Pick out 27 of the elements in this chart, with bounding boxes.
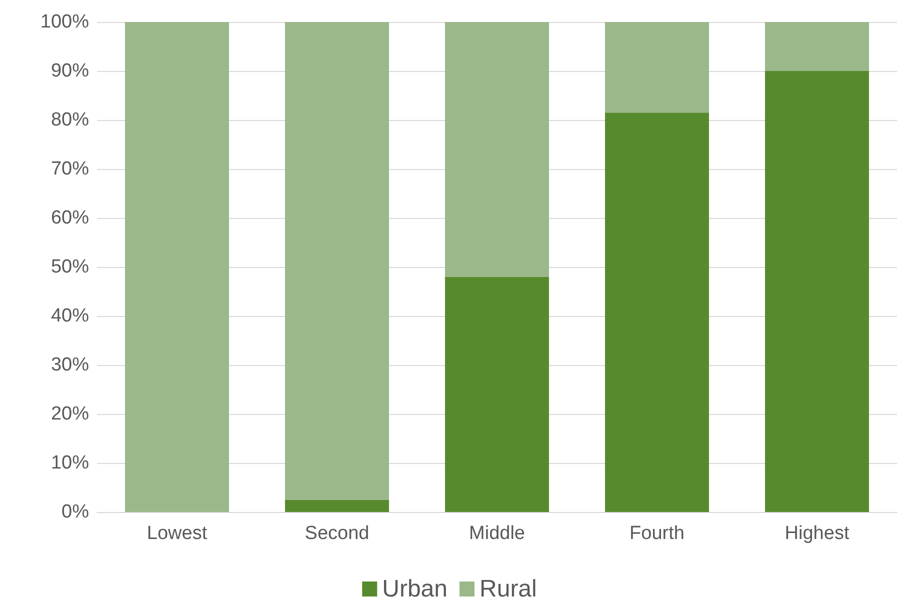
bar <box>125 22 229 512</box>
bar <box>605 22 709 113</box>
x-tick-label: Middle <box>469 523 525 544</box>
bar <box>285 500 389 512</box>
y-tick-label: 0% <box>62 502 90 522</box>
y-tick-label: 90% <box>50 60 90 82</box>
y-tick-label: 10% <box>50 452 90 474</box>
legend-label: Rural <box>480 576 537 602</box>
x-tick-label: Fourth <box>630 523 684 544</box>
y-tick-label: 100% <box>40 12 90 32</box>
x-tick-label: Second <box>304 523 370 544</box>
y-tick-label: 80% <box>50 110 90 130</box>
y-tick-label: 70% <box>50 158 90 180</box>
x-tick-label: Highest <box>784 523 850 544</box>
bar <box>765 22 869 71</box>
x-tick-label: Lowest <box>146 523 208 544</box>
legend-label: Urban <box>382 576 448 602</box>
y-tick-label: 40% <box>50 306 90 326</box>
bar <box>765 71 869 512</box>
y-tick-label: 30% <box>50 354 90 376</box>
y-tick-label: 20% <box>50 404 90 424</box>
y-tick-label: 60% <box>50 208 90 228</box>
bar <box>285 22 389 500</box>
y-tick-label: 50% <box>50 256 90 278</box>
bar <box>445 276 549 512</box>
bar <box>605 112 709 512</box>
bar <box>445 22 549 277</box>
